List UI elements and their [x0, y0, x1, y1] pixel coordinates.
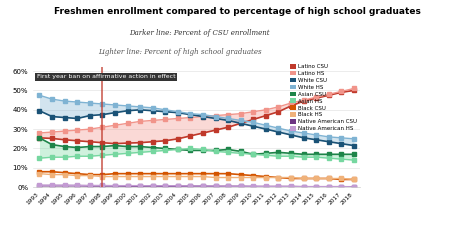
Text: First year ban on affirmative action in effect: First year ban on affirmative action in …	[37, 74, 175, 79]
Text: Darker line: Percent of CSU enrollment: Darker line: Percent of CSU enrollment	[129, 29, 269, 37]
Text: Freshmen enrollment compared to percentage of high school graduates: Freshmen enrollment compared to percenta…	[54, 7, 420, 16]
Text: Lighter line: Percent of high school graduates: Lighter line: Percent of high school gra…	[98, 48, 262, 56]
Legend: Latino CSU, Latino HS, White CSU, White HS, Asian CSU, Asian HS, Black CSU, Blac: Latino CSU, Latino HS, White CSU, White …	[290, 64, 357, 131]
